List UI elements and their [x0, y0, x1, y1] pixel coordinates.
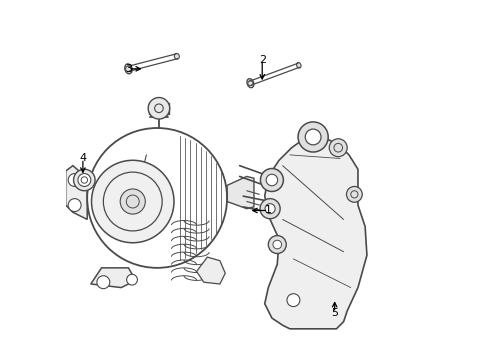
Circle shape — [346, 186, 362, 202]
Circle shape — [97, 276, 110, 289]
Circle shape — [329, 139, 347, 157]
Text: 5: 5 — [331, 308, 338, 318]
Polygon shape — [149, 103, 169, 114]
Polygon shape — [196, 257, 225, 284]
Circle shape — [266, 174, 278, 186]
Circle shape — [298, 122, 328, 152]
Circle shape — [265, 204, 275, 214]
Circle shape — [273, 240, 282, 249]
Text: 1: 1 — [265, 206, 272, 216]
Circle shape — [68, 174, 81, 186]
Circle shape — [120, 189, 146, 214]
Circle shape — [74, 169, 95, 191]
Polygon shape — [227, 176, 254, 209]
Text: 2: 2 — [259, 55, 266, 65]
Text: 3: 3 — [125, 64, 132, 74]
Polygon shape — [91, 268, 136, 288]
Ellipse shape — [296, 62, 301, 68]
Circle shape — [78, 174, 91, 186]
Circle shape — [148, 98, 170, 119]
Circle shape — [287, 294, 300, 307]
Text: 4: 4 — [79, 153, 86, 163]
Circle shape — [269, 235, 286, 253]
Circle shape — [126, 274, 137, 285]
Ellipse shape — [125, 64, 132, 74]
Polygon shape — [265, 137, 367, 329]
Circle shape — [68, 199, 81, 212]
Ellipse shape — [247, 79, 254, 88]
Ellipse shape — [174, 53, 179, 59]
Polygon shape — [66, 166, 87, 220]
Circle shape — [305, 129, 321, 145]
Circle shape — [260, 199, 280, 219]
Circle shape — [260, 168, 283, 192]
Circle shape — [92, 160, 174, 243]
